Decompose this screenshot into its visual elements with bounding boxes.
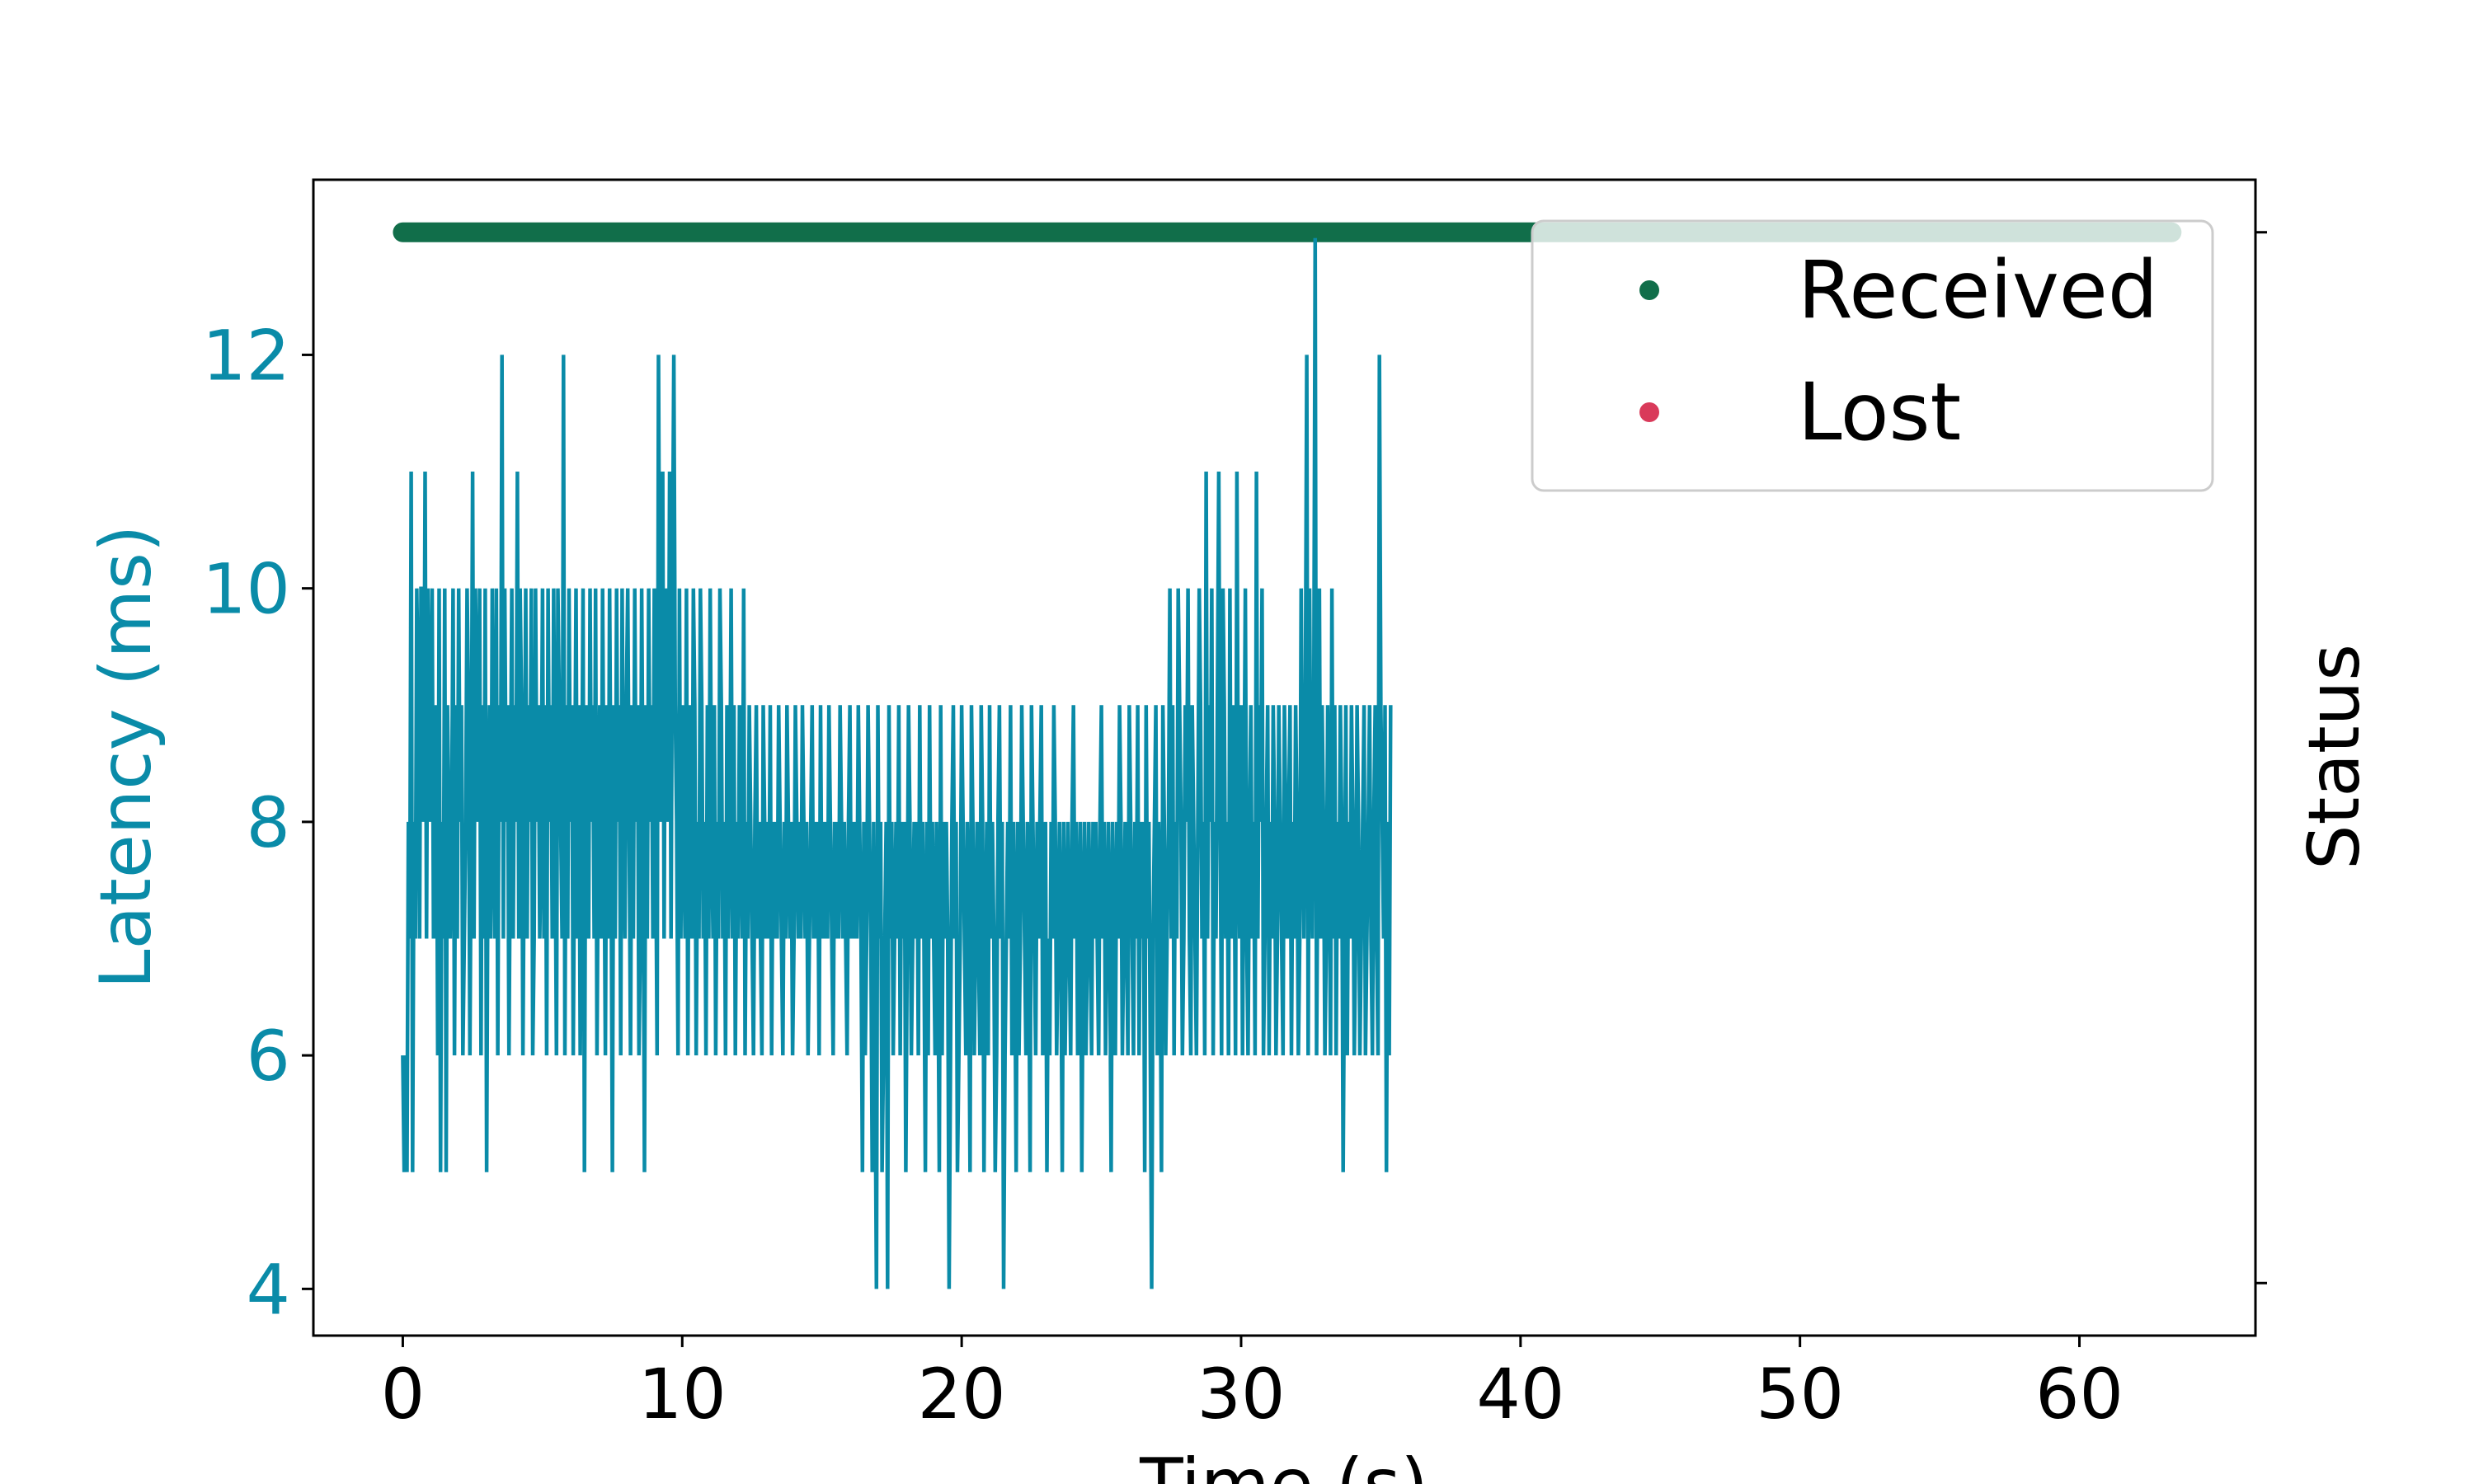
y-axis-right xyxy=(2255,231,2267,1284)
plot-frame xyxy=(312,178,2257,1337)
legend-label-received: Received xyxy=(1798,244,2158,336)
y-axis-title-left: Latency (ms) xyxy=(85,525,167,989)
x-tick-label: 30 xyxy=(1197,1354,1286,1435)
x-axis: 0 10 20 30 40 50 60 xyxy=(381,1336,2124,1435)
y-tick-label: 12 xyxy=(202,315,290,396)
legend-marker-lost xyxy=(1639,402,1659,422)
legend-label-lost: Lost xyxy=(1798,366,1961,458)
x-tick-label: 40 xyxy=(1476,1354,1564,1435)
x-tick-label: 50 xyxy=(1756,1354,1844,1435)
x-tick-label: 10 xyxy=(638,1354,727,1435)
y-tick-label: 6 xyxy=(247,1016,290,1097)
y-axis-left: 4 6 8 10 12 xyxy=(202,315,313,1330)
y-tick-label: 10 xyxy=(202,549,290,630)
legend: Received Lost xyxy=(1531,219,2214,492)
x-tick-label: 60 xyxy=(2035,1354,2124,1435)
legend-box xyxy=(1531,219,2214,492)
series-latency-line xyxy=(401,237,1393,1289)
x-tick-label: 0 xyxy=(381,1354,425,1435)
x-tick-label: 20 xyxy=(918,1354,1006,1435)
y-axis-title-right: Status xyxy=(2293,644,2376,870)
x-axis-title: Time (s) xyxy=(1139,1444,1428,1484)
legend-marker-received xyxy=(1639,280,1659,300)
y-tick-label: 4 xyxy=(247,1249,290,1330)
y-tick-label: 8 xyxy=(247,782,290,863)
